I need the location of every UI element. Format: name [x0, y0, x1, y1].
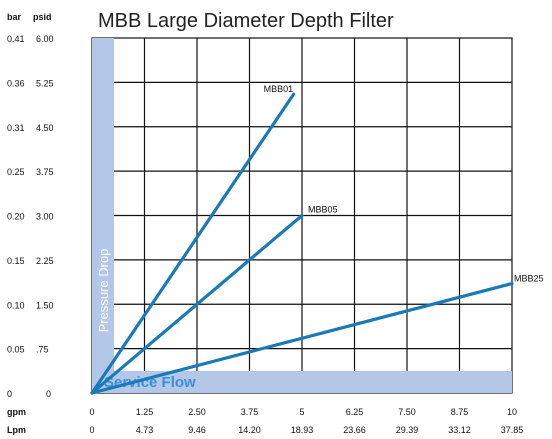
x-tick-label-lpm: 9.46	[188, 425, 206, 435]
y-axis-band	[92, 38, 114, 393]
y-tick-label-bar: 0.25	[7, 167, 25, 177]
y-tick-label-psid: 3.00	[36, 212, 54, 222]
y-tick-label-bar: 0.05	[7, 345, 25, 355]
y-tick-label-psid: 3.75	[36, 167, 54, 177]
y-tick-label-psid: 2.25	[36, 256, 54, 266]
x-tick-label-lpm: 37.85	[501, 425, 524, 435]
x-tick-label-lpm: 0	[89, 425, 94, 435]
x-tick-label-lpm: 23.66	[343, 425, 366, 435]
x-tick-label-lpm: 18.93	[291, 425, 314, 435]
x-tick-label-gpm: 3.75	[241, 407, 259, 417]
x-tick-label-gpm: 0	[89, 407, 94, 417]
series-label-mbb05: MBB05	[308, 205, 338, 215]
y-tick-label-bar: 0.20	[7, 212, 25, 222]
x-unit-lpm: Lpm	[7, 425, 26, 435]
y-unit-bar: bar	[7, 12, 22, 22]
y-tick-label-psid: 5.25	[36, 78, 54, 88]
series-line-mbb25	[90, 281, 514, 395]
series-lines: MBB01 MBB05 MBB25	[90, 84, 544, 395]
y-tick-label-bar: 0.41	[7, 34, 25, 44]
series-line-mbb01	[90, 92, 296, 395]
x-tick-label-gpm: 2.50	[188, 407, 206, 417]
x-tick-label-lpm: 4.73	[136, 425, 154, 435]
tick-labels: 0 0 0.05 .75 0.10 1.50 0.15 2.25 0.20 3.00 0.25 3.7…	[7, 34, 523, 435]
x-tick-label-gpm: 5	[299, 407, 304, 417]
x-tick-label-gpm: 7.50	[398, 407, 416, 417]
x-tick-label-lpm: 29.39	[396, 425, 419, 435]
series-label-mbb01: MBB01	[264, 84, 294, 94]
y-tick-label-psid: 1.50	[36, 300, 54, 310]
x-tick-label-gpm: 1.25	[136, 407, 154, 417]
x-tick-label-lpm: 33.12	[448, 425, 471, 435]
x-tick-label-gpm: 8.75	[451, 407, 469, 417]
chart-title: MBB Large Diameter Depth Filter	[98, 10, 394, 32]
x-axis-band	[92, 371, 512, 393]
series-line-mbb05	[90, 213, 304, 395]
x-axis-label: Service Flow	[104, 374, 196, 391]
x-tick-label-gpm: 10	[507, 407, 517, 417]
y-tick-label-bar: 0.10	[7, 300, 25, 310]
series-label-mbb25: MBB25	[514, 274, 544, 284]
y-tick-label-bar: 0.15	[7, 256, 25, 266]
y-tick-label-psid: 6.00	[36, 34, 54, 44]
y-tick-label-bar: 0.36	[7, 78, 25, 88]
y-tick-label-bar: 0.31	[7, 123, 25, 133]
y-tick-label-psid: .75	[36, 345, 49, 355]
y-unit-psid: psid	[33, 12, 52, 22]
x-tick-label-gpm: 6.25	[346, 407, 364, 417]
axis-bands: Service Flow Pressure Drop	[92, 38, 512, 393]
y-tick-label-psid: 4.50	[36, 123, 54, 133]
x-tick-label-lpm: 14.20	[238, 425, 261, 435]
y-tick-label-psid: 0	[46, 389, 51, 399]
y-tick-label-bar: 0	[7, 389, 12, 399]
x-unit-gpm: gpm	[7, 407, 26, 417]
y-axis-label: Pressure Drop	[96, 249, 111, 333]
